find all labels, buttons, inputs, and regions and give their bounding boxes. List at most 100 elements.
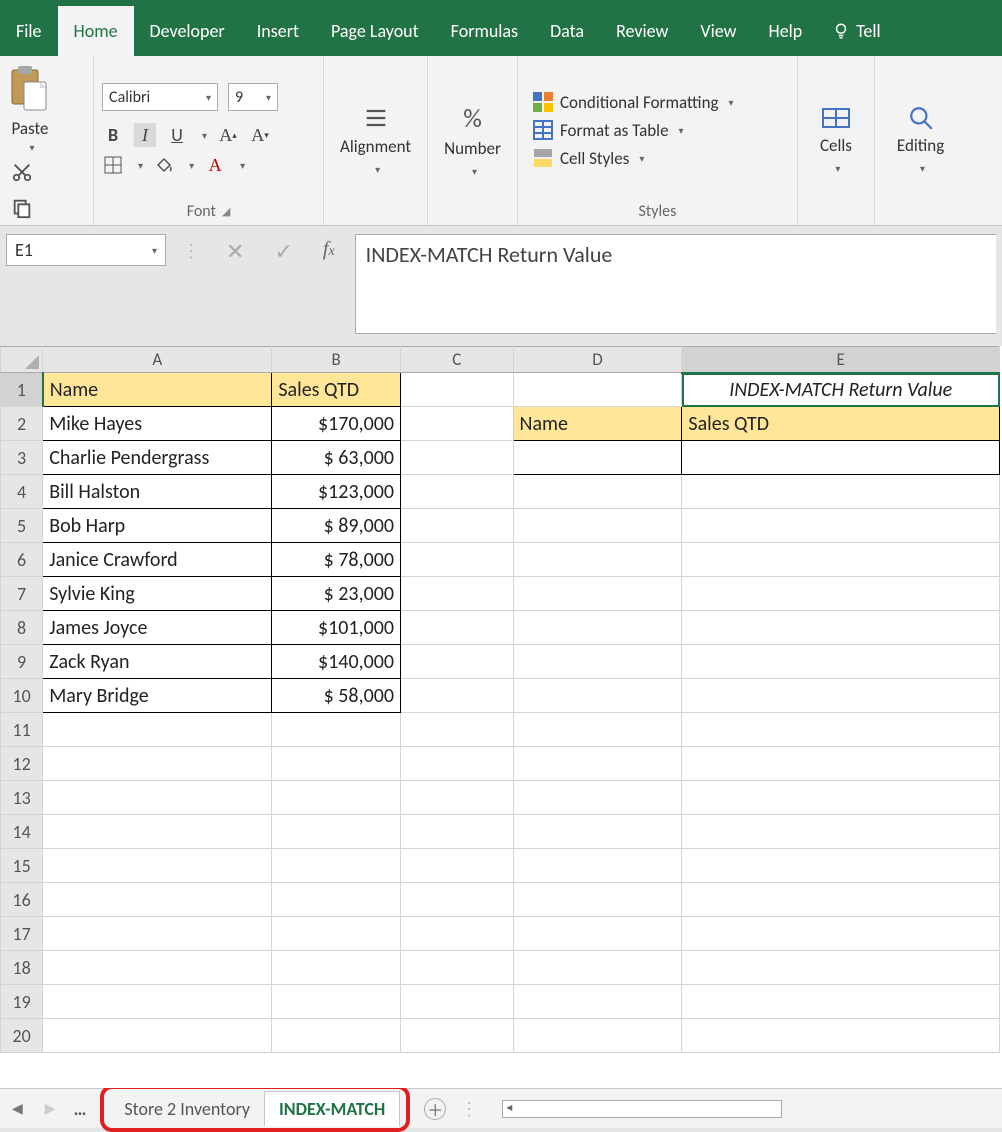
row-header-20[interactable]: 20 <box>1 1019 43 1053</box>
sheet-tab-indexmatch[interactable]: INDEX-MATCH <box>264 1091 400 1126</box>
cell-A16[interactable] <box>43 883 272 917</box>
cell-A18[interactable] <box>43 951 272 985</box>
cell-E3[interactable] <box>682 441 1000 475</box>
cell-E17[interactable] <box>682 917 1000 951</box>
font-size-combo[interactable]: 9▾ <box>228 83 278 111</box>
sheet-options[interactable]: ⋮ <box>460 1098 478 1120</box>
cell-B19[interactable] <box>272 985 401 1019</box>
font-dialog-launcher[interactable]: ◢ <box>222 205 230 218</box>
row-header-1[interactable]: 1 <box>1 373 43 407</box>
cell-B15[interactable] <box>272 849 401 883</box>
paste-button[interactable] <box>8 62 52 116</box>
cell-D19[interactable] <box>513 985 682 1019</box>
cell-B17[interactable] <box>272 917 401 951</box>
editing-button[interactable]: Editing▾ <box>889 99 952 181</box>
row-header-6[interactable]: 6 <box>1 543 43 577</box>
cell-B3[interactable]: $ 63,000 <box>272 441 401 475</box>
format-as-table-button[interactable]: Format as Table▾ <box>532 119 783 141</box>
col-header-B[interactable]: B <box>272 347 401 373</box>
conditional-formatting-button[interactable]: Conditional Formatting▾ <box>532 91 783 113</box>
tab-home[interactable]: Home <box>58 6 134 56</box>
cell-D7[interactable] <box>513 577 682 611</box>
tab-file[interactable]: File <box>0 6 58 56</box>
cell-E11[interactable] <box>682 713 1000 747</box>
underline-dropdown[interactable]: ▾ <box>202 129 207 142</box>
row-header-13[interactable]: 13 <box>1 781 43 815</box>
cell-B10[interactable]: $ 58,000 <box>272 679 401 713</box>
cell-C18[interactable] <box>400 951 513 985</box>
cell-A13[interactable] <box>43 781 272 815</box>
cell-D12[interactable] <box>513 747 682 781</box>
cell-B8[interactable]: $101,000 <box>272 611 401 645</box>
row-header-9[interactable]: 9 <box>1 645 43 679</box>
horizontal-scrollbar[interactable] <box>502 1100 782 1118</box>
bold-button[interactable]: B <box>102 123 124 147</box>
cell-C6[interactable] <box>400 543 513 577</box>
cell-E5[interactable] <box>682 509 1000 543</box>
cell-A11[interactable] <box>43 713 272 747</box>
tab-formulas[interactable]: Formulas <box>435 6 534 56</box>
tab-review[interactable]: Review <box>600 6 684 56</box>
sheet-tab-inventory[interactable]: Store 2 Inventory <box>110 1092 264 1126</box>
underline-button[interactable]: U <box>166 123 188 147</box>
italic-button[interactable]: I <box>134 123 156 147</box>
cell-A9[interactable]: Zack Ryan <box>43 645 272 679</box>
cancel-formula-button[interactable]: ✕ <box>216 234 254 269</box>
cell-D11[interactable] <box>513 713 682 747</box>
cell-A6[interactable]: Janice Crawford <box>43 543 272 577</box>
cell-D15[interactable] <box>513 849 682 883</box>
cell-C5[interactable] <box>400 509 513 543</box>
tab-insert[interactable]: Insert <box>241 6 315 56</box>
cell-C1[interactable] <box>400 373 513 407</box>
cell-E15[interactable] <box>682 849 1000 883</box>
row-header-16[interactable]: 16 <box>1 883 43 917</box>
grow-font-button[interactable]: A▴ <box>217 123 239 147</box>
cell-E6[interactable] <box>682 543 1000 577</box>
cell-A7[interactable]: Sylvie King <box>43 577 272 611</box>
row-header-17[interactable]: 17 <box>1 917 43 951</box>
row-header-3[interactable]: 3 <box>1 441 43 475</box>
alignment-button[interactable]: Alignment ▾ <box>332 98 419 182</box>
sheet-nav-next[interactable]: ▶ <box>41 1100 60 1117</box>
cell-E9[interactable] <box>682 645 1000 679</box>
cells-button[interactable]: Cells▾ <box>812 99 860 181</box>
tab-page-layout[interactable]: Page Layout <box>315 6 435 56</box>
cell-D6[interactable] <box>513 543 682 577</box>
cell-B5[interactable]: $ 89,000 <box>272 509 401 543</box>
cell-C15[interactable] <box>400 849 513 883</box>
tab-view[interactable]: View <box>684 6 752 56</box>
col-header-E[interactable]: E <box>682 347 1000 373</box>
cell-styles-button[interactable]: Cell Styles▾ <box>532 147 783 169</box>
cell-B18[interactable] <box>272 951 401 985</box>
cell-E1[interactable]: INDEX-MATCH Return Value <box>682 373 1000 407</box>
cell-E2[interactable]: Sales QTD <box>682 407 1000 441</box>
cell-C20[interactable] <box>400 1019 513 1053</box>
cell-D16[interactable] <box>513 883 682 917</box>
row-header-8[interactable]: 8 <box>1 611 43 645</box>
cell-D10[interactable] <box>513 679 682 713</box>
cell-B7[interactable]: $ 23,000 <box>272 577 401 611</box>
cell-A12[interactable] <box>43 747 272 781</box>
tell-me[interactable]: Tell <box>824 6 888 56</box>
cell-E8[interactable] <box>682 611 1000 645</box>
cell-E12[interactable] <box>682 747 1000 781</box>
cell-A10[interactable]: Mary Bridge <box>43 679 272 713</box>
font-color-dropdown[interactable]: ▾ <box>240 159 245 172</box>
row-header-11[interactable]: 11 <box>1 713 43 747</box>
cell-A1[interactable]: Name <box>43 373 272 407</box>
copy-button[interactable] <box>8 194 36 222</box>
cell-B12[interactable] <box>272 747 401 781</box>
cell-A19[interactable] <box>43 985 272 1019</box>
cell-C10[interactable] <box>400 679 513 713</box>
cell-B20[interactable] <box>272 1019 401 1053</box>
accept-formula-button[interactable]: ✓ <box>264 234 302 269</box>
cell-E19[interactable] <box>682 985 1000 1019</box>
cell-B13[interactable] <box>272 781 401 815</box>
cell-C3[interactable] <box>400 441 513 475</box>
cell-D18[interactable] <box>513 951 682 985</box>
col-header-D[interactable]: D <box>513 347 682 373</box>
cell-D13[interactable] <box>513 781 682 815</box>
col-header-C[interactable]: C <box>400 347 513 373</box>
cell-B4[interactable]: $123,000 <box>272 475 401 509</box>
number-button[interactable]: % Number ▾ <box>436 96 509 184</box>
